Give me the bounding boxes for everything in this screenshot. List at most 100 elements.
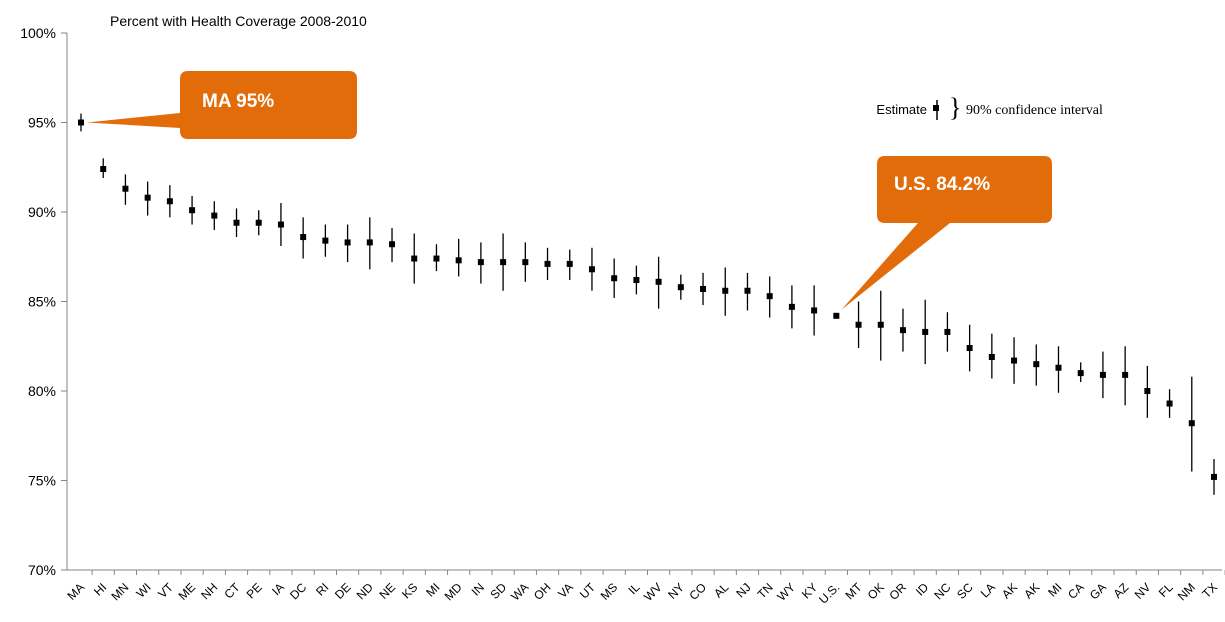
estimate-marker bbox=[522, 259, 529, 266]
x-tick-label: AL bbox=[711, 580, 732, 601]
estimate-marker bbox=[877, 321, 884, 328]
x-tick-label: IA bbox=[269, 580, 287, 598]
estimate-marker bbox=[1099, 371, 1106, 378]
estimate-marker bbox=[744, 287, 751, 294]
estimate-marker bbox=[411, 255, 418, 262]
x-tick-label: MD bbox=[442, 580, 465, 603]
estimate-marker bbox=[611, 275, 618, 282]
estimate-marker bbox=[78, 119, 84, 126]
callout-us: U.S. 84.2% bbox=[841, 156, 1052, 310]
estimate-marker bbox=[766, 293, 773, 300]
axes bbox=[61, 32, 1225, 575]
estimate-marker bbox=[1166, 400, 1173, 407]
estimate-marker bbox=[1077, 370, 1084, 377]
x-tick-labels: MA HI MN WI VT ME NH CT PE IA DC RI DE ND NE KS MI MD IN SD… bbox=[64, 580, 1220, 607]
y-tick-labels: 70% 75% 80% 85% 90% 95% 100% bbox=[20, 25, 56, 578]
x-tick-label: ID bbox=[913, 580, 932, 599]
x-tick-label: ND bbox=[354, 580, 376, 602]
legend-estimate-marker bbox=[933, 105, 939, 111]
estimate-marker bbox=[544, 260, 551, 267]
callout-ma-shape bbox=[87, 71, 357, 139]
x-tick-label: NH bbox=[198, 580, 220, 602]
estimate-markers bbox=[78, 119, 1217, 480]
estimate-marker bbox=[477, 259, 484, 266]
estimate-marker bbox=[922, 328, 929, 335]
x-tick-label: NY bbox=[665, 580, 687, 602]
legend: Estimate } 90% confidence interval bbox=[876, 93, 1103, 122]
estimate-marker bbox=[566, 260, 573, 267]
estimate-marker bbox=[233, 219, 240, 226]
estimate-marker bbox=[944, 328, 951, 335]
x-tick-label: WY bbox=[774, 580, 798, 604]
x-tick-label: MT bbox=[843, 580, 866, 603]
x-tick-label: SC bbox=[954, 580, 976, 602]
legend-brace-icon: } bbox=[949, 93, 961, 122]
x-tick-label: PE bbox=[244, 580, 265, 601]
estimate-marker bbox=[677, 284, 684, 291]
estimate-marker bbox=[1055, 364, 1062, 371]
x-tick-label: ME bbox=[176, 580, 199, 603]
estimate-marker bbox=[655, 278, 662, 285]
x-tick-label: WA bbox=[508, 580, 531, 603]
estimate-marker bbox=[633, 277, 640, 284]
estimate-marker bbox=[366, 239, 373, 246]
x-tick-label: CA bbox=[1065, 580, 1087, 602]
x-tick-label: U.S. bbox=[816, 580, 842, 606]
x-tick-label: IN bbox=[469, 580, 487, 598]
estimate-marker bbox=[144, 194, 151, 201]
estimate-marker bbox=[1144, 388, 1151, 394]
chart-title: Percent with Health Coverage 2008-2010 bbox=[110, 13, 367, 29]
x-tick-label: AZ bbox=[1111, 580, 1132, 601]
x-tick-label: MI bbox=[1045, 580, 1064, 599]
estimate-marker bbox=[1122, 371, 1129, 378]
y-tick-label: 70% bbox=[28, 562, 56, 578]
x-tick-label: NV bbox=[1132, 580, 1154, 602]
estimate-marker bbox=[811, 307, 818, 314]
estimate-marker bbox=[855, 321, 862, 328]
estimate-marker bbox=[1211, 473, 1217, 480]
x-tick-label: LA bbox=[978, 580, 998, 600]
x-tick-label: CT bbox=[221, 580, 243, 602]
x-tick-label: RI bbox=[313, 580, 331, 598]
estimate-marker bbox=[500, 259, 507, 266]
x-tick-label: OH bbox=[531, 580, 554, 603]
x-tick-label: SD bbox=[488, 580, 510, 602]
x-tick-label: NJ bbox=[733, 580, 753, 600]
x-tick-label: GA bbox=[1087, 580, 1109, 602]
estimate-marker bbox=[122, 185, 129, 192]
x-tick-label: WI bbox=[133, 580, 153, 600]
y-tick-label: 85% bbox=[28, 294, 56, 310]
x-tick-label: HI bbox=[91, 580, 109, 598]
x-tick-label: OR bbox=[886, 580, 909, 603]
x-tick-label: OK bbox=[865, 580, 887, 602]
estimate-marker bbox=[899, 327, 906, 334]
x-tick-label: VA bbox=[555, 580, 576, 601]
legend-ci-label: 90% confidence interval bbox=[966, 103, 1103, 118]
estimate-marker bbox=[833, 312, 840, 319]
callout-ma-text: MA 95% bbox=[202, 91, 274, 112]
y-tick-label: 80% bbox=[28, 383, 56, 399]
x-tick-label: DC bbox=[287, 580, 309, 602]
estimate-marker bbox=[344, 239, 351, 246]
callout-ma: MA 95% bbox=[87, 71, 357, 139]
x-tick-label: TX bbox=[1199, 580, 1220, 601]
x-tick-label: NM bbox=[1175, 580, 1198, 603]
estimate-marker bbox=[988, 353, 995, 360]
x-tick-label: KS bbox=[399, 580, 420, 601]
estimate-marker bbox=[1188, 420, 1195, 427]
y-tick-label: 90% bbox=[28, 204, 56, 220]
callout-us-text: U.S. 84.2% bbox=[894, 174, 990, 195]
estimate-marker bbox=[100, 166, 107, 173]
x-tick-label: MI bbox=[423, 580, 442, 599]
x-tick-label: NC bbox=[931, 580, 953, 602]
estimate-marker bbox=[966, 345, 973, 352]
x-tick-label: UT bbox=[577, 580, 599, 602]
estimate-marker bbox=[722, 287, 729, 294]
estimate-marker bbox=[300, 234, 307, 241]
estimate-marker bbox=[389, 241, 396, 248]
estimate-marker bbox=[788, 303, 795, 310]
x-tick-label: MS bbox=[598, 580, 621, 603]
x-tick-label: FL bbox=[1156, 580, 1176, 600]
estimate-marker bbox=[322, 237, 329, 244]
estimate-marker bbox=[189, 207, 196, 214]
